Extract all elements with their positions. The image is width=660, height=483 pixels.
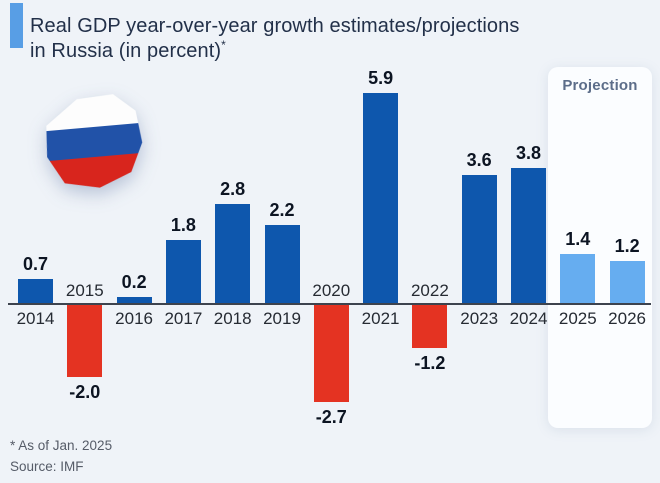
bar-2014 xyxy=(18,278,53,304)
bar-value-label-2024: 3.8 xyxy=(515,142,542,163)
bar-value-label-2015: -2.0 xyxy=(69,381,101,402)
bar-2025 xyxy=(560,253,596,304)
projection-region: Projection xyxy=(548,67,652,428)
bar-2017 xyxy=(165,239,201,304)
bar-2020 xyxy=(313,305,349,402)
bar-2018 xyxy=(215,203,251,304)
bar-value-label-2018: 2.8 xyxy=(220,178,246,199)
title-line-1: Real GDP year-over-year growth estimates… xyxy=(30,15,520,38)
x-axis-line xyxy=(8,303,651,305)
bar-value-label-2016: 0.2 xyxy=(121,271,147,292)
title-accent-bar xyxy=(10,3,23,48)
projection-label: Projection xyxy=(562,77,638,94)
bar-2022 xyxy=(412,305,448,348)
bar-value-label-2025: 1.4 xyxy=(565,228,591,249)
bar-2016 xyxy=(116,296,152,304)
x-axis-label-2024: 2024 xyxy=(509,309,548,328)
bar-value-label-2014: 0.7 xyxy=(22,253,49,274)
x-axis-label-2017: 2017 xyxy=(164,309,203,328)
title-line-2: in Russia (in percent) xyxy=(30,40,222,63)
bar-value-label-2021: 5.9 xyxy=(368,67,394,88)
x-axis-label-2026: 2026 xyxy=(608,309,646,328)
x-axis-label-2021: 2021 xyxy=(361,309,400,328)
bar-2019 xyxy=(264,225,300,304)
footnote-source: Source: IMF xyxy=(10,459,84,474)
bar-2015 xyxy=(67,305,103,377)
x-axis-label-2014: 2014 xyxy=(16,309,55,328)
x-axis-label-2016: 2016 xyxy=(115,309,153,328)
x-axis-label-2019: 2019 xyxy=(263,309,301,328)
x-axis-label-2025: 2025 xyxy=(558,309,597,328)
title-footnote-marker: * xyxy=(221,38,226,53)
x-axis-label-2023: 2023 xyxy=(460,309,499,328)
bar-2026 xyxy=(609,261,645,304)
bar-2024 xyxy=(511,167,546,304)
bar-value-label-2020: -2.7 xyxy=(315,406,347,427)
bar-2021 xyxy=(363,92,399,304)
page-title: Real GDP year-over-year growth estimates… xyxy=(30,14,650,64)
x-axis-label-2018: 2018 xyxy=(213,309,252,328)
bar-value-label-2017: 1.8 xyxy=(170,214,196,235)
bar-value-label-2022: -1.2 xyxy=(414,352,446,373)
x-axis-label-2020: 2020 xyxy=(312,281,351,300)
x-axis-label-2015: 2015 xyxy=(65,281,104,300)
bar-value-label-2023: 3.6 xyxy=(466,150,492,171)
x-axis-label-2022: 2022 xyxy=(410,281,449,300)
bar-2023 xyxy=(461,175,497,304)
footnote-asterisk: * As of Jan. 2025 xyxy=(10,438,113,453)
bar-value-label-2019: 2.2 xyxy=(269,200,295,221)
bar-value-label-2026: 1.2 xyxy=(614,236,640,257)
